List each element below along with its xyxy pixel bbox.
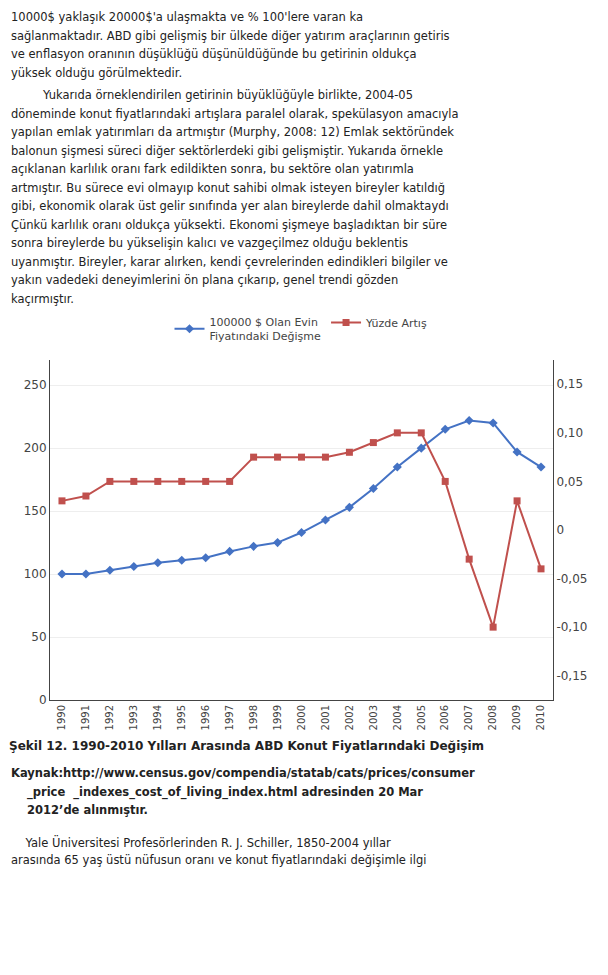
svg-text:2004: 2004 <box>392 705 403 730</box>
svg-text:Kaynak:http://www.census.gov/c: Kaynak:http://www.census.gov/compendia/s… <box>11 766 475 780</box>
svg-text:balonun şişmesi süreci diğer s: balonun şişmesi süreci diğer sektörlerde… <box>11 144 443 158</box>
svg-text:Yale Üniversitesi Profesörleri: Yale Üniversitesi Profesörlerinden R. J.… <box>11 834 391 850</box>
svg-text:artmıştır. Bu sürece evi olmay: artmıştır. Bu sürece evi olmayıp konut s… <box>11 181 445 195</box>
svg-text:1998: 1998 <box>248 705 259 730</box>
svg-text:2006: 2006 <box>439 705 450 730</box>
svg-text:_price _indexes_cost_of_livin: _price _indexes_cost_of_living_index.htm… <box>11 785 423 800</box>
svg-text:gibi, ekonomik olarak üst geli: gibi, ekonomik olarak üst gelir sınıfınd… <box>11 199 449 213</box>
svg-text:1990: 1990 <box>56 705 67 730</box>
svg-text:1996: 1996 <box>200 705 211 730</box>
svg-text:50: 50 <box>31 630 46 644</box>
svg-text:açıklanan karlılık oranı fark: açıklanan karlılık oranı fark edildikten… <box>11 162 414 176</box>
svg-text:2012’de alınmıştır.: 2012’de alınmıştır. <box>11 803 148 817</box>
svg-text:sağlanmaktadır. ABD gibi geliş: sağlanmaktadır. ABD gibi gelişmiş bir ül… <box>11 29 450 43</box>
svg-text:100000 $ Olan EvinFiyatındaki: 100000 $ Olan EvinFiyatındaki Değişme <box>210 316 322 343</box>
svg-text:-0,10: -0,10 <box>556 620 587 634</box>
svg-text:0,05: 0,05 <box>556 475 583 489</box>
svg-text:2010: 2010 <box>535 705 546 730</box>
svg-text:ve enflasyon oranının düşüklüğ: ve enflasyon oranının düşüklüğü düşünüld… <box>11 47 417 61</box>
svg-text:-0,15: -0,15 <box>556 669 587 683</box>
svg-text:0,10: 0,10 <box>556 426 583 440</box>
svg-text:2008: 2008 <box>487 705 498 730</box>
svg-text:Yüzde Artış: Yüzde Artış <box>365 317 427 330</box>
svg-text:0,15: 0,15 <box>556 377 583 391</box>
svg-text:-0,05: -0,05 <box>556 572 587 586</box>
svg-text:250: 250 <box>24 378 47 392</box>
svg-text:Çünkü karlılık oranı oldukça y: Çünkü karlılık oranı oldukça yüksekti. E… <box>11 218 447 232</box>
svg-text:10000$ yaklaşık 20000$'a ulaşm: 10000$ yaklaşık 20000$'a ulaşmakta ve % … <box>11 10 363 24</box>
svg-text:döneminde konut fiyatlarındaki: döneminde konut fiyatlarındaki artışlara… <box>11 107 459 121</box>
svg-text:2005: 2005 <box>416 705 427 730</box>
svg-text:1995: 1995 <box>176 705 187 730</box>
svg-text:200: 200 <box>24 441 47 455</box>
svg-text:sonra bireylerde bu yükselişin: sonra bireylerde bu yükselişin kalıcı ve… <box>11 236 408 250</box>
svg-text:1992: 1992 <box>104 705 115 730</box>
svg-text:yapılan emlak yatırımları da a: yapılan emlak yatırımları da artmıştır (… <box>11 125 454 139</box>
svg-text:1994: 1994 <box>152 705 163 730</box>
svg-text:2007: 2007 <box>463 705 474 730</box>
svg-text:0: 0 <box>39 693 47 707</box>
svg-text:2003: 2003 <box>368 705 379 730</box>
svg-text:Yukarıda örneklendirilen getir: Yukarıda örneklendirilen getirinin büyük… <box>42 88 413 102</box>
svg-text:2002: 2002 <box>344 705 355 730</box>
svg-text:Şekil 12. 1990-2010 Yılları Ar: Şekil 12. 1990-2010 Yılları Arasında ABD… <box>9 739 484 753</box>
svg-text:100: 100 <box>24 567 47 581</box>
svg-text:1999: 1999 <box>272 705 283 730</box>
svg-text:2009: 2009 <box>511 705 522 730</box>
svg-text:arasında 65 yaş üstü nüfusun o: arasında 65 yaş üstü nüfusun oranı ve ko… <box>11 853 426 867</box>
svg-text:yüksek olduğu görülmektedir.: yüksek olduğu görülmektedir. <box>11 66 182 80</box>
svg-text:1993: 1993 <box>128 705 139 730</box>
svg-text:0: 0 <box>556 523 564 537</box>
svg-text:1991: 1991 <box>80 705 91 730</box>
svg-text:kaçırmıştır.: kaçırmıştır. <box>11 292 74 306</box>
svg-text:2000: 2000 <box>296 705 307 730</box>
svg-text:150: 150 <box>24 504 47 518</box>
svg-text:yakın vadedeki deneyimlerini ö: yakın vadedeki deneyimlerini ön plana çı… <box>11 273 398 287</box>
svg-text:1997: 1997 <box>224 705 235 730</box>
svg-text:2001: 2001 <box>320 705 331 730</box>
svg-text:uyanmıştır. Bireyler, karar al: uyanmıştır. Bireyler, karar alırken, ken… <box>11 255 448 269</box>
